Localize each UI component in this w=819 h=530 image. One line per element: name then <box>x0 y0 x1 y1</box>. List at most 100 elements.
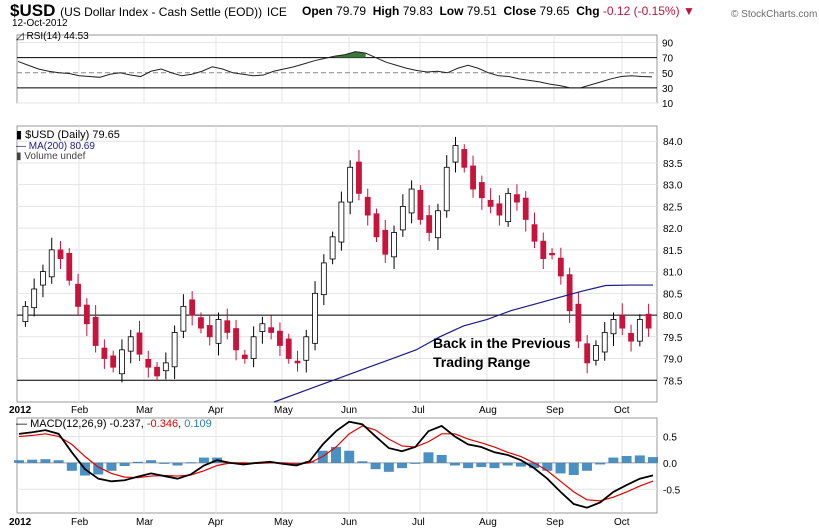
macd-axis-tick-label: 0.5 <box>663 432 677 443</box>
macd-x-tick-label: 2012 <box>9 517 32 528</box>
macd-histogram-bar <box>14 460 24 463</box>
candle-body <box>619 315 626 329</box>
macd-histogram-bar <box>634 455 645 463</box>
chart-header-title: $USD (US Dollar Index - Cash Settle (EOD… <box>10 1 287 21</box>
rsi-axis-tick-label: 90 <box>662 39 674 50</box>
price-axis-tick-label: 81.5 <box>663 246 683 257</box>
macd-x-tick-label: Mar <box>136 517 154 528</box>
rsi-axis-tick-label: 10 <box>662 99 674 110</box>
macd-histogram-bar <box>423 452 434 463</box>
macd-histogram-bar <box>581 462 592 471</box>
low-value: 79.51 <box>466 4 497 18</box>
ma-legend-text: MA(200) 80.69 <box>28 141 95 152</box>
high-value: 79.83 <box>402 4 433 18</box>
candle-body <box>636 319 643 342</box>
candle-body <box>198 317 204 329</box>
candle-body <box>470 165 476 190</box>
candle-body <box>391 232 397 258</box>
candle-body <box>136 332 143 355</box>
macd-line <box>18 420 654 509</box>
macd-histogram-bar <box>66 462 77 471</box>
price-x-tick-label: Jun <box>341 405 357 416</box>
macd-x-tick-label: Apr <box>208 517 224 528</box>
candle-body <box>92 316 99 346</box>
price-x-tick-label: May <box>274 405 293 416</box>
candle-body <box>303 336 310 361</box>
candle-body <box>540 240 547 259</box>
macd-histogram-bar <box>93 462 104 475</box>
symbol: $USD <box>10 1 56 20</box>
candle-body <box>285 338 292 359</box>
chg-value: -0.12 (-0.15%) <box>602 4 680 18</box>
price-axis-tick-label: 83.0 <box>663 181 683 192</box>
candle-body <box>496 203 503 216</box>
annotation-line-1: Back in the Previous <box>433 335 571 351</box>
macd-histogram-bar <box>185 462 196 464</box>
candle-body <box>259 323 266 332</box>
candle-body <box>162 362 169 372</box>
candle-body <box>408 188 415 214</box>
candle-body <box>610 319 617 335</box>
macd-histogram-bar <box>27 459 38 463</box>
macd-histogram-bar <box>40 459 51 463</box>
candle-body <box>119 349 125 375</box>
candle-body <box>268 327 275 333</box>
price-x-tick-label: Jul <box>412 405 425 416</box>
candle-body <box>66 252 73 281</box>
candle-body <box>505 192 512 223</box>
macd-histogram-bar <box>502 462 513 466</box>
open-label: Open <box>302 4 333 18</box>
volume-bars-icon: ▮ <box>16 151 22 162</box>
macd-histogram-bar <box>397 462 408 469</box>
macd-histogram-bar <box>476 462 487 468</box>
rsi-legend-text: RSI(14) 44.53 <box>26 31 89 42</box>
candle-body <box>215 319 222 344</box>
macd-x-tick-label: Jun <box>341 517 357 528</box>
macd-histogram-bar <box>53 460 64 463</box>
candle-body <box>189 299 196 316</box>
candle-body <box>154 366 160 377</box>
rsi-axis-tick-label: 50 <box>662 69 674 80</box>
macd-histogram-bar <box>449 462 460 466</box>
candle-body <box>557 257 564 277</box>
rsi-panel-frame <box>16 34 658 104</box>
symbol-description: (US Dollar Index - Cash Settle (EOD)) <box>60 5 263 19</box>
candle-body <box>233 328 239 351</box>
candle-body <box>373 213 380 238</box>
candle-body <box>566 274 573 312</box>
candle-body <box>57 249 64 259</box>
rsi-line <box>17 51 653 89</box>
macd-histogram-bar <box>159 462 170 464</box>
candle-body <box>435 210 441 239</box>
rsi-axis-tick-label: 30 <box>662 84 674 95</box>
macd-x-tick-label: Aug <box>479 517 497 528</box>
macd-legend-macd: -0.237 <box>109 418 141 430</box>
price-axis-tick-label: 79.0 <box>663 355 683 366</box>
chart-annotation: Back in the Previous Trading Range <box>433 334 571 372</box>
candle-body <box>145 359 152 368</box>
close-value: 79.65 <box>539 4 570 18</box>
candle-body <box>514 194 520 203</box>
candle-body <box>628 332 634 342</box>
volume-legend: ▮ Volume undef <box>16 151 85 162</box>
candle-body <box>83 304 90 325</box>
candle-body <box>645 313 652 329</box>
ma200-line <box>273 284 653 403</box>
macd-x-tick-label: May <box>274 517 293 528</box>
macd-histogram-bar <box>132 461 143 463</box>
macd-histogram-bar <box>463 462 474 469</box>
candle-body <box>461 149 468 168</box>
macd-histogram-bar <box>357 461 368 463</box>
candle-body <box>171 332 178 368</box>
macd-histogram-bar <box>648 457 658 463</box>
macd-histogram-bar <box>595 462 606 465</box>
chart-date: 12-Oct-2012 <box>12 18 68 29</box>
candle-body <box>40 271 46 286</box>
macd-histogram-bar <box>568 462 579 475</box>
macd-histogram-bar <box>542 462 553 471</box>
price-x-tick-label: Sep <box>546 405 564 416</box>
candle-body <box>356 161 362 194</box>
macd-histogram-bar <box>489 462 500 469</box>
macd-axis-tick-label: -0.5 <box>663 485 681 496</box>
